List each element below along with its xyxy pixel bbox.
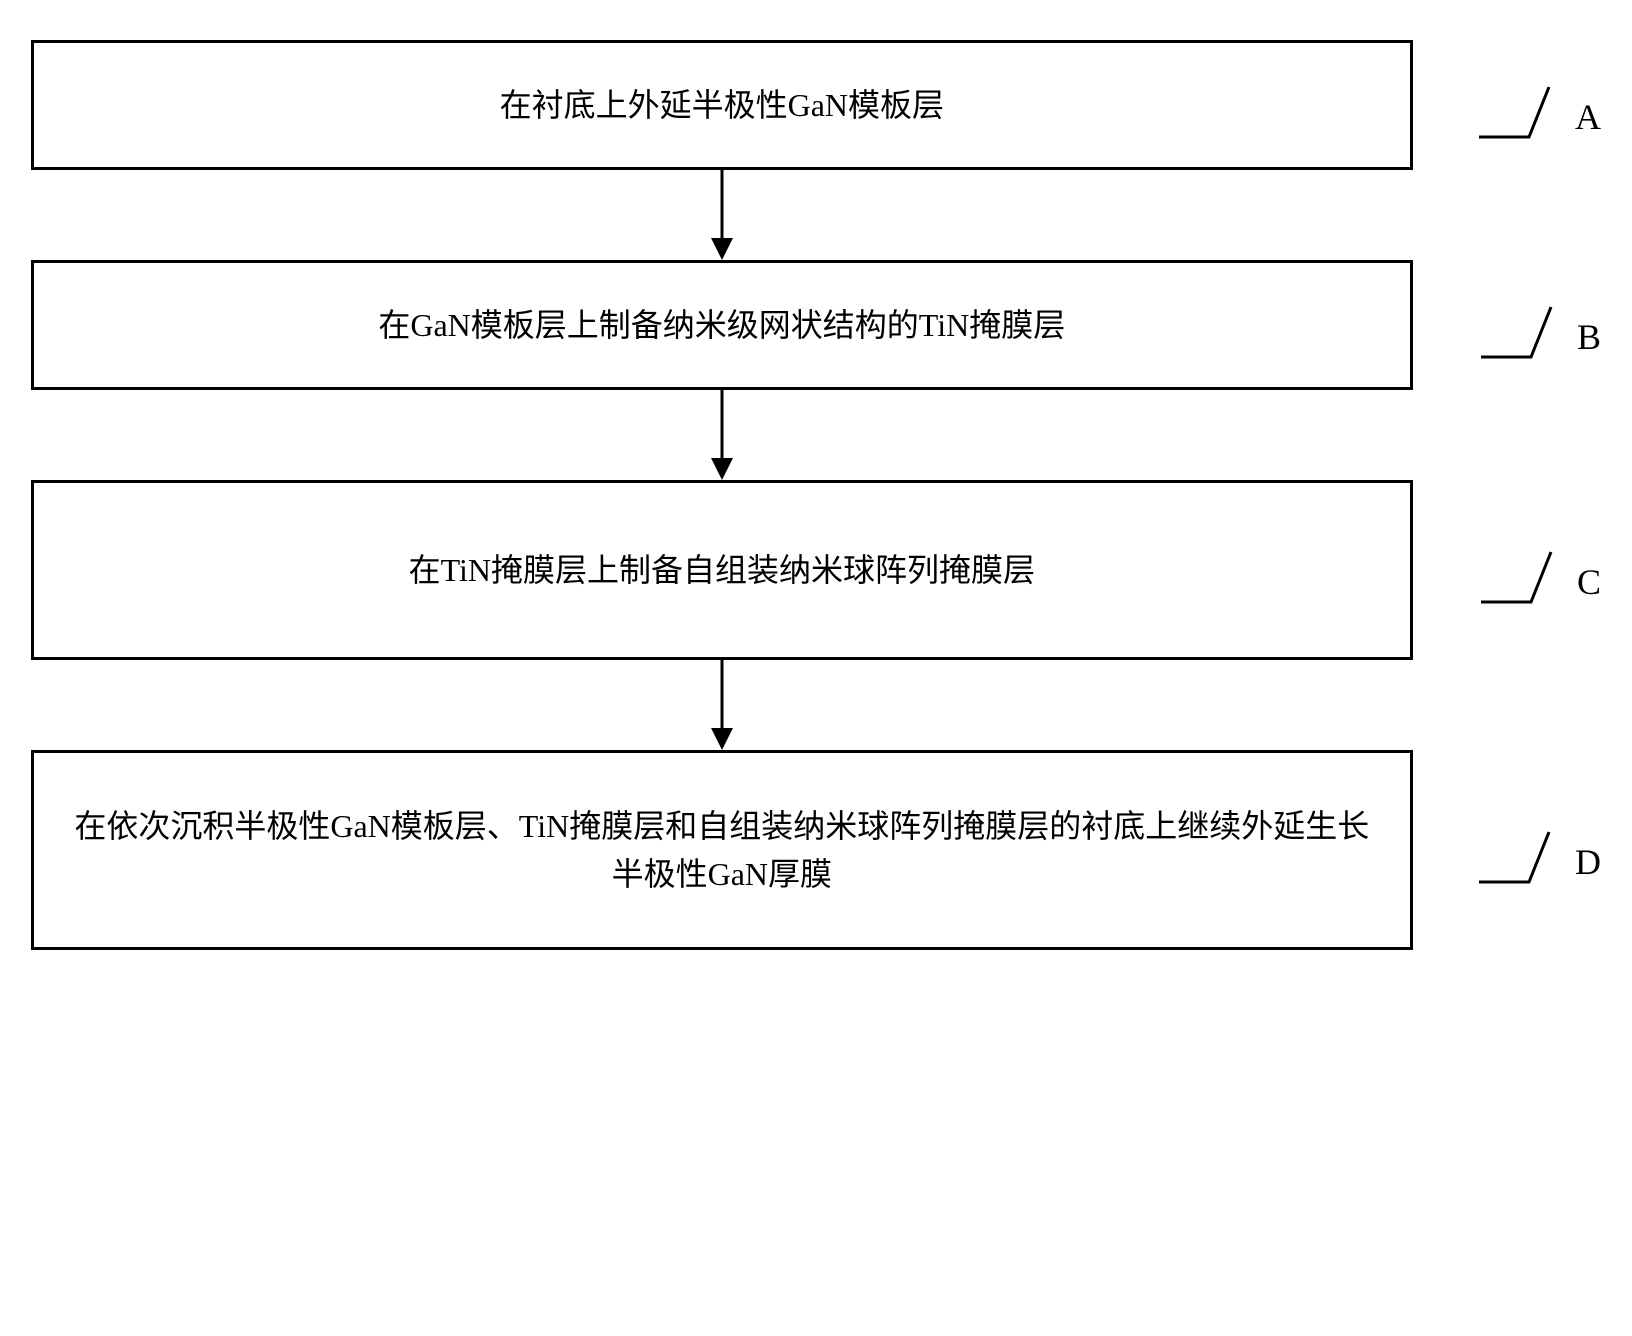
connector-line-icon	[1481, 544, 1567, 604]
step-label-d: D	[1575, 844, 1601, 884]
step-row-c: 在TiN掩膜层上制备自组装纳米球阵列掩膜层 C	[31, 480, 1601, 660]
arrow-down-cd	[702, 660, 742, 750]
connector-line-icon	[1479, 824, 1565, 884]
arrow-down-icon	[707, 660, 737, 750]
label-area-d: D	[1413, 816, 1601, 884]
step-label-b: B	[1577, 319, 1601, 359]
step-text-d: 在依次沉积半极性GaN模板层、TiN掩膜层和自组装纳米球阵列掩膜层的衬底上继续外…	[64, 802, 1380, 898]
step-box-d: 在依次沉积半极性GaN模板层、TiN掩膜层和自组装纳米球阵列掩膜层的衬底上继续外…	[31, 750, 1413, 950]
step-row-d: 在依次沉积半极性GaN模板层、TiN掩膜层和自组装纳米球阵列掩膜层的衬底上继续外…	[31, 750, 1601, 950]
label-wrap-c: C	[1481, 544, 1601, 604]
label-area-b: B	[1413, 291, 1601, 359]
label-wrap-d: D	[1479, 824, 1601, 884]
arrow-down-icon	[707, 390, 737, 480]
arrow-down-icon	[707, 170, 737, 260]
step-text-a: 在衬底上外延半极性GaN模板层	[500, 81, 944, 129]
label-area-a: A	[1413, 71, 1601, 139]
label-wrap-a: A	[1479, 79, 1601, 139]
arrow-down-ab	[702, 170, 742, 260]
step-text-b: 在GaN模板层上制备纳米级网状结构的TiN掩膜层	[378, 301, 1065, 349]
flowchart-container: 在衬底上外延半极性GaN模板层 A 在GaN模板层上制备纳米级网状结构的TiN掩…	[31, 40, 1601, 950]
label-area-c: C	[1413, 536, 1601, 604]
step-row-b: 在GaN模板层上制备纳米级网状结构的TiN掩膜层 B	[31, 260, 1601, 390]
step-row-a: 在衬底上外延半极性GaN模板层 A	[31, 40, 1601, 170]
connector-line-icon	[1479, 79, 1565, 139]
arrow-down-bc	[702, 390, 742, 480]
connector-line-icon	[1481, 299, 1567, 359]
step-label-c: C	[1577, 564, 1601, 604]
step-box-b: 在GaN模板层上制备纳米级网状结构的TiN掩膜层	[31, 260, 1413, 390]
step-box-a: 在衬底上外延半极性GaN模板层	[31, 40, 1413, 170]
step-label-a: A	[1575, 99, 1601, 139]
label-wrap-b: B	[1481, 299, 1601, 359]
step-box-c: 在TiN掩膜层上制备自组装纳米球阵列掩膜层	[31, 480, 1413, 660]
step-text-c: 在TiN掩膜层上制备自组装纳米球阵列掩膜层	[409, 546, 1035, 594]
